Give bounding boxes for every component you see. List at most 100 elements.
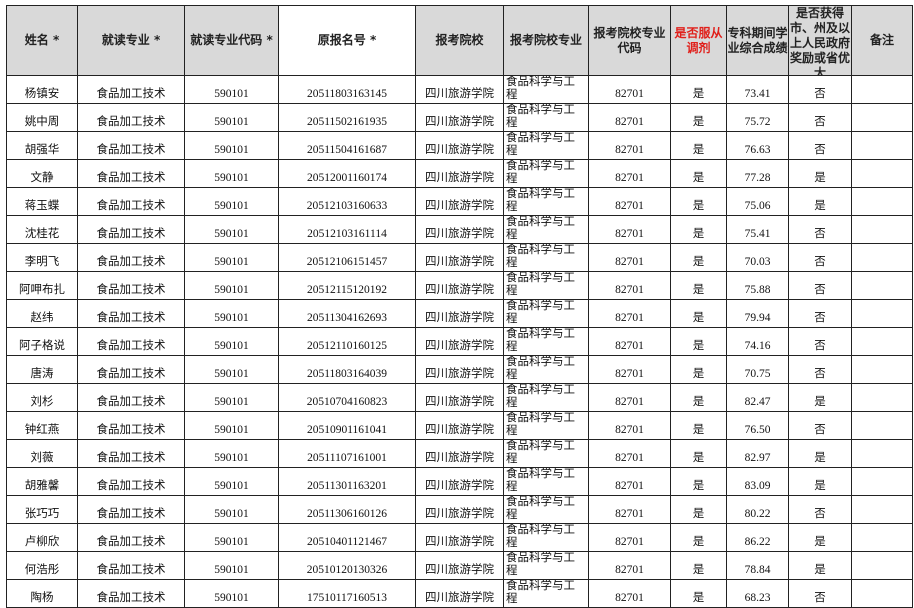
cell-major: 食品加工技术 [77, 215, 185, 244]
cell-text: 食品科学与工程 [506, 132, 575, 158]
cell-major: 食品加工技术 [77, 327, 185, 356]
cell-award: 否 [788, 495, 852, 524]
cell-target-school: 四川旅游学院 [415, 75, 504, 104]
cell-accept-adjustment: 是 [670, 75, 727, 104]
cell-target-school: 四川旅游学院 [415, 383, 504, 412]
cell-target-major-code: 82701 [588, 495, 671, 524]
cell-major-code: 590101 [184, 103, 279, 132]
cell-major-code: 590101 [184, 355, 279, 384]
header-award: 是否获得市、州及以上人民政府奖励或省优大 [788, 5, 852, 76]
cell-major: 食品加工技术 [77, 467, 185, 496]
cell-target-major: 食品科学与工程 [503, 271, 589, 300]
cell-major: 食品加工技术 [77, 523, 185, 552]
cell-accept-adjustment: 是 [670, 523, 727, 552]
cell-target-major: 食品科学与工程 [503, 551, 589, 580]
cell-score: 70.03 [726, 243, 789, 272]
cell-student-name: 刘薇 [6, 439, 78, 468]
cell-text: 食品科学与工程 [506, 356, 575, 382]
cell-target-school: 四川旅游学院 [415, 243, 504, 272]
cell-target-school: 四川旅游学院 [415, 523, 504, 552]
cell-major: 食品加工技术 [77, 579, 185, 608]
table-row: 卢柳欣 食品加工技术 590101 20510401121467 四川旅游学院 食品科学与… [6, 523, 913, 552]
cell-note [851, 439, 913, 468]
cell-award: 是 [788, 383, 852, 412]
cell-note [851, 355, 913, 384]
cell-award: 是 [788, 159, 852, 188]
table-row: 赵纬 食品加工技术 590101 20511304162693 四川旅游学院 食品科学与工… [6, 299, 913, 328]
cell-major-code: 590101 [184, 159, 279, 188]
cell-registration-number: 20510704160823 [278, 383, 416, 412]
table-row: 刘杉 食品加工技术 590101 20510704160823 四川旅游学院 食品科学与工… [6, 383, 913, 412]
cell-student-name: 杨镇安 [6, 75, 78, 104]
header-registration-number: 原报名号 * [278, 5, 416, 76]
cell-major-code: 590101 [184, 75, 279, 104]
table-row: 胡强华 食品加工技术 590101 20511504161687 四川旅游学院 食品科学与… [6, 131, 913, 160]
cell-registration-number: 20512001160174 [278, 159, 416, 188]
cell-target-major-code: 82701 [588, 131, 671, 160]
cell-accept-adjustment: 是 [670, 495, 727, 524]
cell-accept-adjustment: 是 [670, 579, 727, 608]
cell-registration-number: 20512110160125 [278, 327, 416, 356]
cell-major-code: 590101 [184, 327, 279, 356]
cell-major: 食品加工技术 [77, 355, 185, 384]
admission-table: 姓名 * 就读专业 * 就读专业代码 * 原报名号 * 报考院校 报考院校专业 … [6, 5, 913, 608]
table-row: 刘薇 食品加工技术 590101 20511107161001 四川旅游学院 食品科学与工… [6, 439, 913, 468]
cell-award: 否 [788, 131, 852, 160]
cell-target-major-code: 82701 [588, 355, 671, 384]
cell-note [851, 495, 913, 524]
cell-major: 食品加工技术 [77, 271, 185, 300]
cell-award: 否 [788, 75, 852, 104]
cell-text: 食品科学与工程 [506, 552, 575, 578]
cell-score: 68.23 [726, 579, 789, 608]
cell-target-school: 四川旅游学院 [415, 411, 504, 440]
cell-target-major-code: 82701 [588, 467, 671, 496]
cell-registration-number: 20511803163145 [278, 75, 416, 104]
cell-target-major-code: 82701 [588, 75, 671, 104]
table-body: 杨镇安 食品加工技术 590101 20511803163145 四川旅游学院 食品科学与… [6, 75, 913, 608]
table-row: 李明飞 食品加工技术 590101 20512106151457 四川旅游学院 食品科学与… [6, 243, 913, 272]
cell-major-code: 590101 [184, 131, 279, 160]
cell-text: 食品科学与工程 [506, 524, 575, 550]
cell-text: 食品科学与工程 [506, 272, 575, 298]
cell-award: 否 [788, 103, 852, 132]
cell-major: 食品加工技术 [77, 383, 185, 412]
cell-registration-number: 20511301163201 [278, 467, 416, 496]
cell-target-major: 食品科学与工程 [503, 215, 589, 244]
cell-text: 食品科学与工程 [506, 384, 575, 410]
cell-major: 食品加工技术 [77, 439, 185, 468]
cell-target-major-code: 82701 [588, 383, 671, 412]
cell-target-school: 四川旅游学院 [415, 495, 504, 524]
cell-major: 食品加工技术 [77, 551, 185, 580]
cell-target-major: 食品科学与工程 [503, 243, 589, 272]
cell-note [851, 215, 913, 244]
cell-score: 79.94 [726, 299, 789, 328]
table-row: 何浩彤 食品加工技术 590101 20510120130326 四川旅游学院 食品科学与… [6, 551, 913, 580]
cell-registration-number: 20512103160633 [278, 187, 416, 216]
cell-major-code: 590101 [184, 467, 279, 496]
cell-registration-number: 20510120130326 [278, 551, 416, 580]
cell-target-major: 食品科学与工程 [503, 383, 589, 412]
cell-target-school: 四川旅游学院 [415, 187, 504, 216]
table-row: 蒋玉蝶 食品加工技术 590101 20512103160633 四川旅游学院 食品科学与… [6, 187, 913, 216]
cell-accept-adjustment: 是 [670, 159, 727, 188]
cell-major: 食品加工技术 [77, 411, 185, 440]
table-row: 陶杨 食品加工技术 590101 17510117160513 四川旅游学院 食品科学与工… [6, 579, 913, 608]
cell-target-school: 四川旅游学院 [415, 131, 504, 160]
cell-major: 食品加工技术 [77, 131, 185, 160]
cell-accept-adjustment: 是 [670, 187, 727, 216]
cell-award: 是 [788, 467, 852, 496]
table-row: 杨镇安 食品加工技术 590101 20511803163145 四川旅游学院 食品科学与… [6, 75, 913, 104]
cell-registration-number: 20511502161935 [278, 103, 416, 132]
cell-target-school: 四川旅游学院 [415, 103, 504, 132]
cell-target-school: 四川旅游学院 [415, 579, 504, 608]
cell-text: 食品科学与工程 [506, 468, 575, 494]
cell-text: 食品科学与工程 [506, 160, 575, 186]
cell-target-major: 食品科学与工程 [503, 75, 589, 104]
cell-target-major: 食品科学与工程 [503, 299, 589, 328]
cell-student-name: 阿呷布扎 [6, 271, 78, 300]
cell-award: 否 [788, 271, 852, 300]
cell-student-name: 张巧巧 [6, 495, 78, 524]
cell-score: 83.09 [726, 467, 789, 496]
cell-text: 食品科学与工程 [506, 216, 575, 242]
cell-registration-number: 20511504161687 [278, 131, 416, 160]
